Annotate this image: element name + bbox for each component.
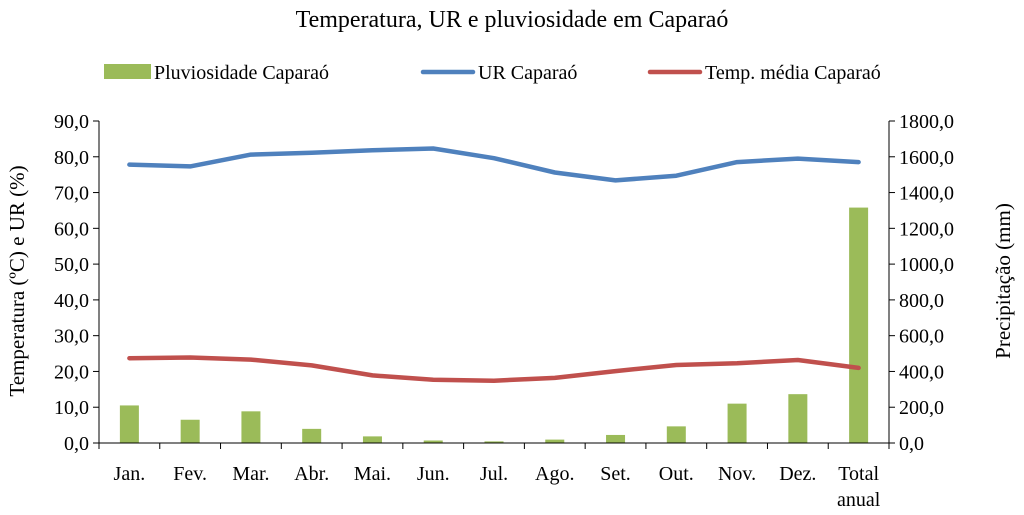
precipitation-bar	[484, 441, 504, 443]
precipitation-bar	[545, 439, 565, 443]
x-tick-label: Mar.	[232, 463, 269, 485]
right-tick-label: 800,0	[899, 290, 944, 312]
left-tick-label: 60,0	[54, 218, 89, 240]
x-tick-label: Nov.	[718, 463, 756, 485]
x-tick-label: Total anual	[837, 463, 881, 511]
left-y-ticks: 0,0 10,0 20,0 30,0 40,0 50,0 60,0 70,0 80,0 90,0	[54, 111, 99, 455]
left-y-axis-label: Temperatura (ºC) e UR (%)	[5, 165, 29, 396]
temperature-line	[127, 355, 861, 383]
legend-swatch-precipitation	[104, 64, 151, 79]
x-tick-label: Dez.	[779, 463, 816, 485]
precipitation-bar	[302, 428, 322, 443]
x-tick-label: Out.	[659, 463, 694, 485]
x-tick-label: Ago.	[535, 463, 574, 485]
left-tick-label: 80,0	[54, 147, 89, 169]
precipitation-bar	[849, 207, 869, 443]
legend-label: UR Caparaó	[478, 62, 577, 84]
precipitation-bar	[727, 403, 747, 443]
line-series	[127, 146, 861, 383]
precipitation-bars	[119, 207, 869, 443]
precipitation-bar	[119, 405, 139, 443]
right-tick-label: 0,0	[899, 433, 924, 455]
legend-label: Temp. média Caparaó	[705, 62, 881, 84]
legend-label: Pluviosidade Caparaó	[154, 62, 329, 84]
left-tick-label: 50,0	[54, 254, 89, 276]
axes	[98, 121, 890, 444]
left-tick-label: 90,0	[54, 111, 89, 133]
precipitation-bar	[606, 434, 626, 443]
x-tick-label: Fev.	[173, 463, 207, 485]
precipitation-bar	[423, 440, 443, 443]
x-tick-label: Set.	[600, 463, 631, 485]
x-tick-label: Abr.	[294, 463, 329, 485]
right-tick-label: 1800,0	[899, 111, 954, 133]
chart-legend: Pluviosidade Caparaó UR Caparaó Temp. médi…	[104, 62, 881, 84]
right-tick-label: 400,0	[899, 361, 944, 383]
left-tick-label: 40,0	[54, 290, 89, 312]
precipitation-bar	[180, 419, 200, 443]
humidity-line	[127, 146, 861, 183]
precipitation-bar	[362, 436, 382, 443]
precipitation-bar	[241, 411, 261, 443]
x-tick-label: Jan.	[114, 463, 146, 485]
right-tick-label: 1400,0	[899, 183, 954, 205]
x-tick-label: Jun.	[417, 463, 450, 485]
x-tick-label: Jul.	[480, 463, 508, 485]
right-tick-label: 1000,0	[899, 254, 954, 276]
right-tick-label: 1600,0	[899, 147, 954, 169]
right-y-ticks: 0,0 200,0 400,0 600,0 800,0 1000,0 1200,0 1400,…	[889, 111, 954, 455]
left-tick-label: 30,0	[54, 326, 89, 348]
left-tick-label: 70,0	[54, 183, 89, 205]
x-ticks: Jan. Fev. Mar. Abr. Mai. Jun. Jul. Ago. Set. Out.…	[98, 443, 890, 511]
left-tick-label: 20,0	[54, 361, 89, 383]
precipitation-bar	[666, 426, 686, 443]
right-tick-label: 1200,0	[899, 218, 954, 240]
x-tick-label: Mai.	[354, 463, 391, 485]
right-tick-label: 600,0	[899, 326, 944, 348]
left-tick-label: 10,0	[54, 397, 89, 419]
left-tick-label: 0,0	[64, 433, 89, 455]
right-y-axis-label: Precipitação (mm)	[991, 203, 1015, 359]
chart-title: Temperatura, UR e pluviosidade em Capara…	[296, 7, 729, 33]
precipitation-bar	[788, 394, 808, 443]
right-tick-label: 200,0	[899, 397, 944, 419]
